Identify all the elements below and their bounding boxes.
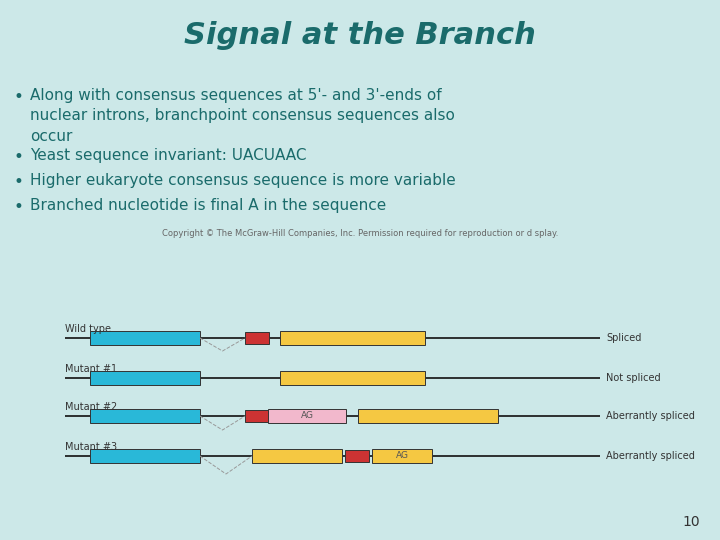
Bar <box>90 371 200 385</box>
Bar <box>358 409 498 423</box>
Bar <box>268 409 346 423</box>
Bar <box>90 409 200 423</box>
Text: •: • <box>13 148 23 166</box>
Text: Mutant #3: Mutant #3 <box>65 442 117 452</box>
Bar <box>280 331 425 345</box>
Text: Wild type: Wild type <box>65 324 111 334</box>
Text: Aberrantly spliced: Aberrantly spliced <box>606 411 695 421</box>
Bar <box>372 449 432 463</box>
Text: Yeast sequence invariant: UACUAAC: Yeast sequence invariant: UACUAAC <box>30 148 307 163</box>
Text: •: • <box>13 173 23 191</box>
Text: Along with consensus sequences at 5'- and 3'-ends of
nuclear introns, branchpoin: Along with consensus sequences at 5'- an… <box>30 88 455 144</box>
Bar <box>280 371 425 385</box>
Text: Mutant #2: Mutant #2 <box>65 402 117 412</box>
Text: Not spliced: Not spliced <box>606 373 661 383</box>
Bar <box>245 332 269 344</box>
Text: Signal at the Branch: Signal at the Branch <box>184 21 536 50</box>
Bar <box>252 449 342 463</box>
Text: Spliced: Spliced <box>606 333 642 343</box>
Bar <box>90 449 200 463</box>
Text: Copyright © The McGraw-Hill Companies, Inc. Permission required for reproduction: Copyright © The McGraw-Hill Companies, I… <box>162 228 558 238</box>
Text: Higher eukaryote consensus sequence is more variable: Higher eukaryote consensus sequence is m… <box>30 173 456 188</box>
Bar <box>345 450 369 462</box>
Text: AG: AG <box>395 451 408 461</box>
Bar <box>245 410 269 422</box>
Text: •: • <box>13 198 23 216</box>
Text: •: • <box>13 88 23 106</box>
Text: Mutant #1: Mutant #1 <box>65 364 117 374</box>
Text: Branched nucleotide is final A in the sequence: Branched nucleotide is final A in the se… <box>30 198 386 213</box>
Text: 10: 10 <box>683 515 700 529</box>
Bar <box>90 331 200 345</box>
Text: Aberrantly spliced: Aberrantly spliced <box>606 451 695 461</box>
Text: AG: AG <box>300 411 313 421</box>
